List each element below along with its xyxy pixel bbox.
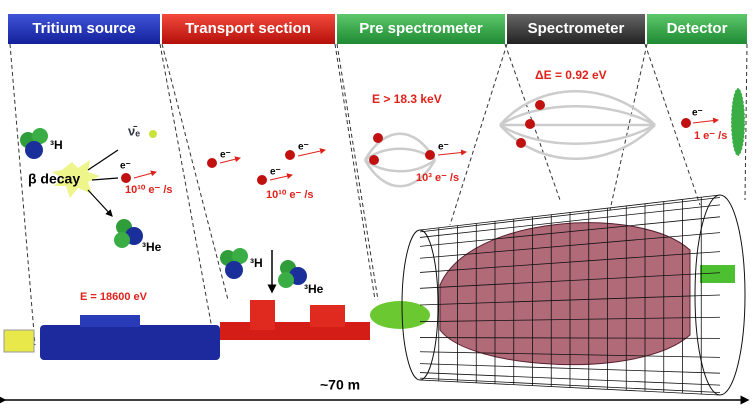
electron (373, 133, 383, 143)
transport-part (250, 300, 275, 330)
electron (207, 158, 217, 168)
header-bar (647, 14, 747, 44)
neutrino (149, 130, 157, 138)
atom (278, 272, 294, 288)
source-panel: ³H β decay ν̄ₑ e⁻ 10¹⁰ e⁻ /s ³He E = 186… (20, 123, 173, 303)
section-label: Detector (667, 20, 728, 37)
transport-panel: e⁻ e⁻ e⁻ 10¹⁰ e⁻ /s ³H ³He (207, 142, 326, 296)
label: ΔE = 0.92 eV (535, 68, 607, 82)
detector-wafer (730, 87, 746, 157)
guide-line (9, 43, 748, 346)
label: ³He (304, 282, 324, 296)
label: E = 18600 eV (80, 291, 148, 303)
header-bar (507, 14, 645, 44)
label: 10³ e⁻ /s (416, 172, 459, 184)
atom (32, 128, 48, 144)
atom (232, 248, 248, 264)
length-label: ~70 m (320, 377, 360, 393)
section-label: Spectrometer (528, 20, 625, 37)
section-label: Pre spectrometer (359, 20, 483, 37)
label: β decay (28, 171, 80, 187)
arrow (437, 149, 467, 156)
electron (369, 155, 379, 165)
arrow (219, 156, 241, 164)
section-label: Transport section (185, 20, 311, 37)
atom (25, 141, 43, 159)
electron (121, 173, 131, 183)
field-lines (499, 90, 656, 160)
label: e⁻ (692, 108, 703, 119)
header-bar (337, 14, 505, 44)
label: e⁻ (438, 142, 449, 153)
label: ³H (250, 256, 263, 270)
arrow (87, 149, 118, 216)
spectrometer-panel: ΔE = 0.92 eV (499, 68, 656, 160)
pre-spectrometer-panel: E > 18.3 keV e⁻ 10³ e⁻ /s (363, 92, 467, 188)
atom (114, 232, 130, 248)
label: 1 e⁻ /s (694, 130, 727, 142)
section-label: Tritium source (32, 20, 135, 37)
transport-beamline (220, 322, 370, 340)
pre-spectrometer (370, 301, 430, 329)
label: e⁻ (298, 142, 309, 153)
electron (285, 150, 295, 160)
label: ³H (50, 138, 63, 152)
label: ³He (142, 240, 162, 254)
label: e⁻ (270, 167, 281, 178)
electron (257, 175, 267, 185)
detector-panel: e⁻ 1 e⁻ /s (681, 87, 746, 157)
transport-part (310, 305, 345, 327)
apparatus (3, 194, 746, 396)
label: ν̄ₑ (128, 123, 140, 138)
arrow (297, 148, 326, 157)
electron (516, 138, 526, 148)
main-spectrometer (439, 222, 691, 366)
dashed-guides (9, 43, 748, 346)
electron (681, 118, 691, 128)
air-coil-cage (401, 194, 746, 396)
field-lines (363, 132, 437, 188)
label: e⁻ (120, 161, 131, 172)
electron (425, 150, 435, 160)
source-part (80, 315, 140, 327)
header-bar (8, 14, 160, 44)
rear-section (3, 329, 35, 353)
arrow (133, 170, 157, 179)
label: 10¹⁰ e⁻ /s (266, 189, 314, 201)
label: 10¹⁰ e⁻ /s (125, 184, 173, 196)
header-bar (162, 14, 335, 44)
arrow (269, 173, 293, 181)
label: e⁻ (220, 150, 231, 161)
label: E > 18.3 keV (372, 92, 442, 106)
header: Tritium source Transport section Pre spe… (8, 14, 747, 44)
electron (535, 100, 545, 110)
detector-system (700, 265, 735, 283)
atom (225, 261, 243, 279)
electron (525, 119, 535, 129)
source-beamline (40, 325, 220, 360)
arrow (692, 117, 719, 124)
